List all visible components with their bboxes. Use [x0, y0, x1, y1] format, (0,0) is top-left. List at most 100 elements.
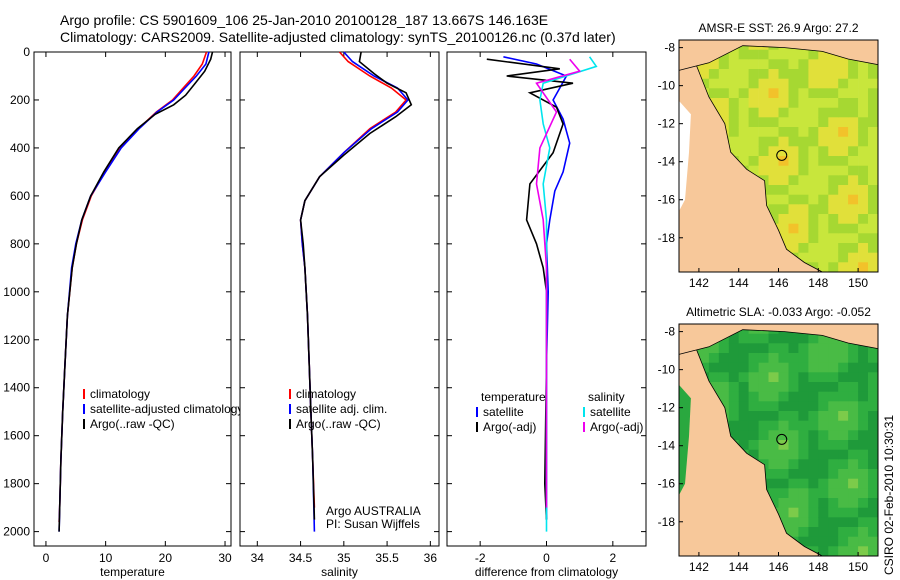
map-cell	[858, 214, 869, 225]
legend-label: Argo(-adj)	[483, 420, 536, 434]
map-cell	[798, 252, 809, 263]
map-cell	[778, 459, 789, 470]
map-cell	[718, 372, 730, 383]
map-cell	[768, 127, 779, 138]
map-cell	[828, 382, 839, 393]
map-cell	[858, 546, 869, 557]
map-cell	[868, 478, 879, 489]
map-cell	[848, 194, 859, 205]
map-cell	[798, 353, 809, 364]
map-cell	[808, 333, 819, 344]
map-cell	[818, 459, 829, 470]
map-cell	[778, 156, 789, 167]
map-cell	[768, 362, 779, 373]
map-cell	[778, 478, 789, 489]
map-cell	[838, 430, 849, 441]
map-cell	[798, 214, 809, 225]
map-cell	[748, 69, 759, 80]
map-cell	[868, 223, 879, 234]
map-cell	[858, 127, 869, 138]
map-cell	[748, 411, 759, 422]
map-cell	[708, 372, 720, 383]
map-cell	[848, 449, 859, 460]
map-cell	[758, 49, 769, 60]
map-cell	[818, 420, 829, 431]
map-cell	[788, 185, 799, 196]
map-cell	[778, 107, 789, 118]
map-cell	[758, 165, 769, 176]
map-cell	[848, 353, 859, 364]
y-tick-label: -16	[658, 193, 676, 207]
x-tick-label: 0	[43, 551, 50, 565]
map-cell	[848, 372, 859, 383]
x-tick-label: 148	[808, 276, 828, 290]
map-cell	[728, 127, 740, 138]
map-cell	[798, 440, 809, 451]
map-cell	[778, 69, 789, 80]
map-cell	[778, 449, 789, 460]
map-cell	[868, 146, 879, 157]
map-cell	[778, 362, 789, 373]
x-axis-label: temperature	[100, 565, 165, 579]
map-cell	[788, 175, 799, 186]
map-cell	[798, 59, 809, 70]
map-cell	[808, 498, 819, 509]
map-cell	[728, 362, 740, 373]
land-mass	[678, 39, 823, 273]
map-cell	[858, 440, 869, 451]
map-cell	[838, 136, 849, 147]
map-cell	[858, 527, 869, 538]
map-cell	[868, 391, 879, 402]
map-cell	[758, 430, 769, 441]
map-cell	[748, 372, 759, 383]
map-cell	[838, 469, 849, 480]
map-cell	[718, 98, 730, 109]
map-cell	[848, 146, 859, 157]
map-cell	[858, 343, 869, 354]
map-cell	[858, 88, 869, 99]
map-cell	[748, 440, 759, 451]
map-cell	[808, 527, 819, 538]
map-cell	[818, 49, 829, 60]
map-cell	[738, 430, 749, 441]
map-cell	[828, 362, 839, 373]
map-cell	[808, 59, 819, 70]
map-cell	[808, 223, 819, 234]
map-cell	[848, 430, 859, 441]
map-cell	[828, 156, 839, 167]
map-cell	[748, 362, 759, 373]
map-cell	[768, 440, 779, 451]
map-cell	[798, 469, 809, 480]
map-cell	[768, 117, 779, 128]
map-cell	[738, 420, 749, 431]
map-cell	[788, 233, 799, 244]
float-info-label: Argo AUSTRALIA	[326, 504, 421, 518]
map-cell	[828, 136, 839, 147]
map-cell	[798, 107, 809, 118]
map-cell	[828, 469, 839, 480]
map-cell	[818, 411, 829, 422]
map-cell	[748, 156, 759, 167]
gulf-water	[679, 384, 691, 496]
map-cell	[748, 127, 759, 138]
land-mass	[678, 323, 823, 557]
map-cell	[868, 252, 879, 263]
map-cell	[798, 382, 809, 393]
map-cell	[768, 469, 779, 480]
map-cell	[858, 362, 869, 373]
map-cell	[788, 498, 799, 509]
map-cell	[818, 146, 829, 157]
map-cell	[778, 127, 789, 138]
map-cell	[808, 127, 819, 138]
map-cell	[868, 362, 879, 373]
float-position-marker	[776, 433, 788, 445]
map-cell	[828, 146, 839, 157]
map-cell	[868, 382, 879, 393]
map-cell	[778, 372, 789, 383]
map-cell	[798, 536, 809, 547]
map-cell	[798, 391, 809, 402]
map-cell	[848, 469, 859, 480]
map-cell	[838, 223, 849, 234]
map-cell	[848, 59, 859, 70]
map-cell	[728, 88, 740, 99]
